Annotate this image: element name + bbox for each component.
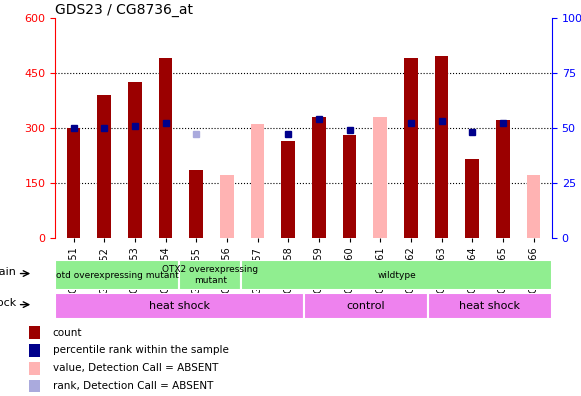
Bar (303, 293, 428, 319)
Text: heat shock: heat shock (460, 301, 521, 311)
Text: count: count (53, 327, 82, 337)
Bar (159, 58, 173, 238)
Bar (465, 159, 479, 238)
Bar (343, 135, 357, 238)
Bar (28, 362, 40, 375)
Text: value, Detection Call = ABSENT: value, Detection Call = ABSENT (53, 363, 218, 373)
Text: heat shock: heat shock (149, 301, 210, 311)
Text: strain: strain (0, 267, 16, 277)
Bar (28, 326, 40, 339)
Bar (526, 175, 540, 238)
Bar (55, 293, 303, 319)
Bar (374, 117, 387, 238)
Text: OTX2 overexpressing
mutant: OTX2 overexpressing mutant (162, 265, 259, 285)
Text: wildtype: wildtype (377, 270, 416, 280)
Bar (98, 95, 111, 238)
Text: shock: shock (0, 298, 16, 308)
Bar (281, 141, 295, 238)
Bar (28, 344, 40, 357)
Bar (55, 260, 180, 290)
Bar (496, 120, 510, 238)
Text: rank, Detection Call = ABSENT: rank, Detection Call = ABSENT (53, 381, 213, 391)
Bar (28, 380, 40, 392)
Bar (250, 124, 264, 238)
Text: GDS23 / CG8736_at: GDS23 / CG8736_at (55, 3, 193, 17)
Bar (428, 293, 552, 319)
Bar (404, 58, 418, 238)
Text: percentile rank within the sample: percentile rank within the sample (53, 345, 228, 355)
Bar (242, 260, 552, 290)
Bar (67, 128, 81, 238)
Bar (435, 56, 449, 238)
Bar (312, 117, 326, 238)
Bar (189, 170, 203, 238)
Text: control: control (346, 301, 385, 311)
Bar (220, 175, 234, 238)
Bar (180, 260, 242, 290)
Bar (128, 82, 142, 238)
Text: otd overexpressing mutant: otd overexpressing mutant (56, 270, 179, 280)
